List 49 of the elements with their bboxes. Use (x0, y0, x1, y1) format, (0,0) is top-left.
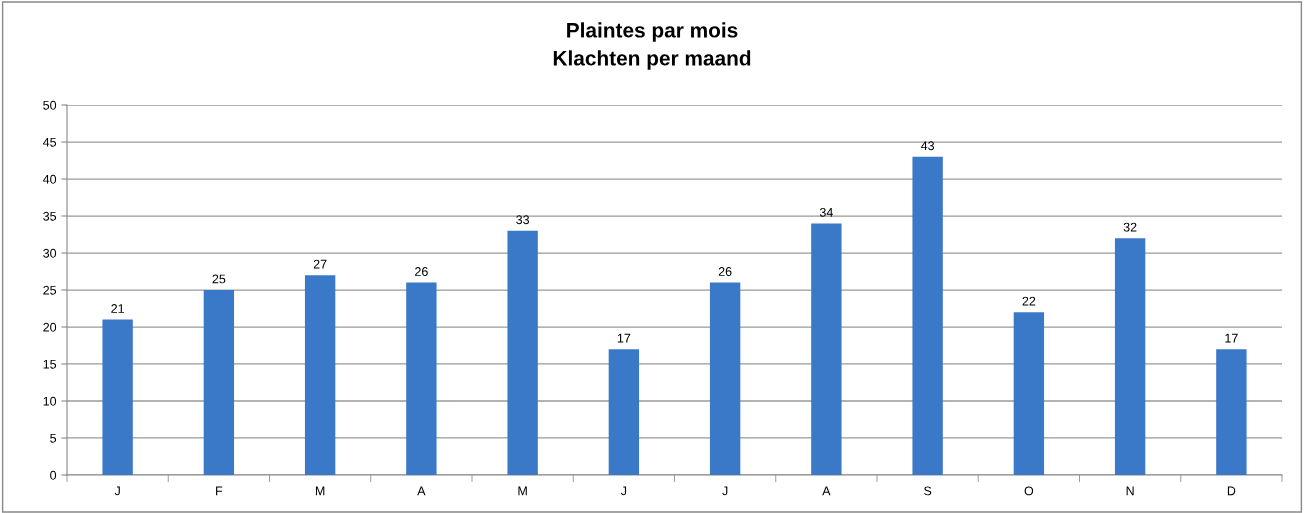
bar (811, 223, 842, 475)
bar (608, 349, 640, 475)
chart-title: Plaintes par mois (567, 22, 738, 42)
x-tick-label: J (114, 486, 120, 496)
y-tick-label: 45 (42, 137, 57, 147)
y-tick-label: 10 (43, 396, 57, 406)
x-tick-label: S (924, 486, 932, 496)
bar (1013, 312, 1045, 475)
x-tick-label: F (216, 486, 223, 496)
bar (1216, 349, 1247, 475)
x-tick-label: A (417, 486, 426, 496)
bar (709, 282, 741, 475)
x-tick-label: N (1126, 486, 1134, 496)
data-label: 27 (313, 259, 327, 269)
data-label: 34 (819, 207, 833, 217)
chart-subtitle: Klachten per maand (553, 50, 751, 70)
bar (507, 230, 538, 475)
data-label: 26 (718, 267, 732, 276)
y-tick-label: 20 (43, 322, 57, 332)
data-label: 32 (1123, 222, 1137, 232)
x-tick-label: M (518, 486, 527, 496)
y-tick-label: 30 (43, 248, 57, 258)
x-tick-label: J (722, 486, 728, 496)
y-tick-label: 5 (50, 433, 57, 443)
bar (304, 275, 336, 475)
x-tick-label: A (822, 486, 831, 496)
bar (1114, 238, 1146, 475)
data-label: 43 (920, 141, 935, 151)
y-tick-label: 0 (50, 470, 57, 480)
bar (102, 319, 133, 475)
y-tick-label: 40 (42, 174, 57, 184)
x-tick-label: M (315, 486, 325, 496)
x-tick-label: D (1227, 486, 1236, 496)
y-tick-label: 15 (43, 359, 57, 369)
y-tick-label: 35 (43, 211, 57, 221)
bar (912, 156, 943, 475)
data-label: 33 (516, 215, 530, 225)
data-label: 21 (111, 304, 124, 313)
y-tick-label: 25 (43, 285, 57, 295)
data-label: 22 (1022, 296, 1036, 306)
bar (203, 290, 235, 475)
data-label: 17 (617, 333, 631, 343)
data-label: 25 (212, 274, 226, 284)
data-label: 17 (1225, 333, 1238, 343)
x-tick-label: J (620, 486, 627, 496)
x-tick-label: O (1024, 486, 1034, 496)
data-label: 26 (415, 267, 428, 276)
bar (406, 282, 437, 475)
y-tick-label: 50 (43, 100, 57, 110)
